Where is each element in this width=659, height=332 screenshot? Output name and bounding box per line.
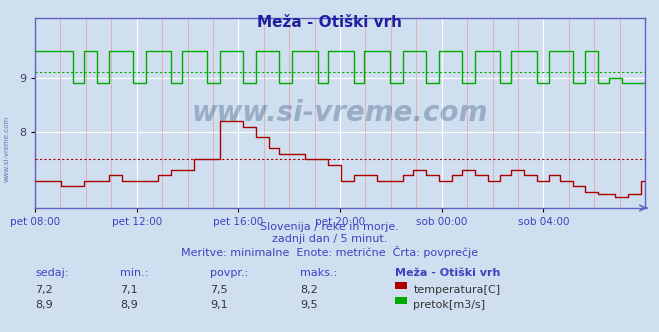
Text: sedaj:: sedaj:	[35, 268, 69, 278]
Text: 8,9: 8,9	[120, 300, 138, 310]
Text: maks.:: maks.:	[300, 268, 337, 278]
Text: www.si-vreme.com: www.si-vreme.com	[192, 99, 488, 127]
Text: Meritve: minimalne  Enote: metrične  Črta: povprečje: Meritve: minimalne Enote: metrične Črta:…	[181, 246, 478, 258]
Text: pretok[m3/s]: pretok[m3/s]	[413, 300, 486, 310]
Text: min.:: min.:	[120, 268, 148, 278]
Text: 8,9: 8,9	[35, 300, 53, 310]
Text: temperatura[C]: temperatura[C]	[413, 285, 501, 295]
Text: Slovenija / reke in morje.: Slovenija / reke in morje.	[260, 222, 399, 232]
Text: www.si-vreme.com: www.si-vreme.com	[3, 116, 9, 183]
Text: zadnji dan / 5 minut.: zadnji dan / 5 minut.	[272, 234, 387, 244]
Text: povpr.:: povpr.:	[210, 268, 248, 278]
Text: 8,2: 8,2	[300, 285, 318, 295]
Text: 7,2: 7,2	[35, 285, 53, 295]
Text: 7,5: 7,5	[210, 285, 227, 295]
Text: 9,5: 9,5	[300, 300, 318, 310]
Text: Meža - Otiški vrh: Meža - Otiški vrh	[395, 268, 500, 278]
Text: 7,1: 7,1	[120, 285, 138, 295]
Text: 9,1: 9,1	[210, 300, 227, 310]
Text: Meža - Otiški vrh: Meža - Otiški vrh	[257, 15, 402, 30]
